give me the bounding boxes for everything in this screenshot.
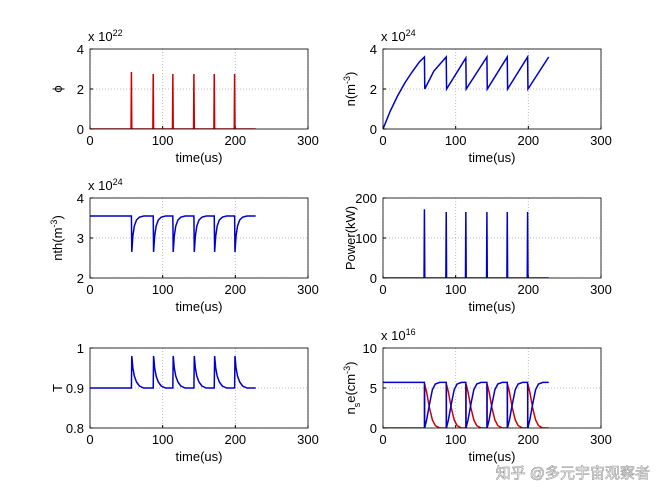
y-axis-label: nth(m-3) (49, 215, 65, 261)
y-tick-label: 2 (77, 82, 84, 97)
x-tick-label: 0 (86, 282, 93, 297)
x-tick-label: 200 (517, 432, 539, 447)
y-multiplier-base: x 10 (381, 29, 406, 44)
y-axis-label-part: ) (343, 72, 358, 76)
x-tick-label: 100 (445, 282, 467, 297)
y-tick-label: 1 (77, 341, 84, 356)
x-tick-label: 100 (445, 133, 467, 148)
x-tick-label: 300 (297, 432, 319, 447)
x-axis-label: time(us) (469, 150, 516, 165)
y-multiplier: x 1024 (381, 28, 416, 44)
subplot: 0 100 200 300 0.8 0.9 1 time(us) T (50, 341, 319, 464)
x-tick-label: 300 (590, 133, 612, 148)
x-tick-label: 200 (224, 133, 246, 148)
subplot: 0 100 200 300 0 5 10 time(us) nse(cm-3) x 1016 (342, 327, 612, 464)
x-tick-label: 100 (152, 133, 174, 148)
y-axis-label-part: nth(m (50, 228, 65, 261)
y-multiplier-exponent: 16 (406, 327, 416, 337)
y-multiplier-exponent: 24 (406, 28, 416, 38)
y-axis-label-part: -3 (342, 76, 352, 84)
y-axis-label: nse(cm-3) (342, 362, 362, 415)
y-axis-label-part: T (50, 384, 65, 392)
y-multiplier-base: x 10 (88, 29, 113, 44)
y-tick-label: 3 (77, 231, 84, 246)
y-tick-label: 2 (77, 271, 84, 286)
y-axis-label-part: s (352, 402, 362, 407)
y-axis-label-part: -3 (342, 366, 352, 374)
y-tick-label: 2 (370, 82, 377, 97)
axes-box (89, 197, 309, 279)
x-tick-label: 300 (590, 432, 612, 447)
x-axis-label: time(us) (176, 150, 223, 165)
y-axis-label-part: ) (50, 215, 65, 219)
data-line (90, 215, 256, 253)
x-tick-label: 100 (445, 432, 467, 447)
y-tick-label: 100 (355, 231, 377, 246)
y-tick-label: 0 (370, 122, 377, 137)
y-axis-label-part: Power(kW) (343, 206, 358, 270)
x-tick-label: 200 (517, 282, 539, 297)
y-tick-label: 0 (77, 122, 84, 137)
y-axis-label-part: e(cm (343, 374, 358, 403)
y-multiplier: x 1016 (381, 327, 416, 343)
y-axis-label-part: ϕ (50, 85, 65, 92)
y-tick-label: 4 (77, 42, 84, 57)
y-axis-label-part: n(m (343, 84, 358, 106)
x-axis-label: time(us) (469, 449, 516, 464)
x-tick-label: 0 (86, 432, 93, 447)
y-tick-label: 0 (370, 421, 377, 436)
axes-box (382, 347, 602, 429)
x-axis-label: time(us) (176, 299, 223, 314)
y-axis-label: ϕ (50, 85, 65, 92)
subplot: 0 100 200 300 2 3 4 time(us) nth(m-3) x 1024 (49, 177, 319, 314)
x-tick-label: 300 (297, 133, 319, 148)
data-line (90, 355, 256, 389)
axes-box (382, 197, 602, 279)
data-line (383, 381, 549, 428)
data-line (383, 54, 550, 129)
y-multiplier-base: x 10 (381, 328, 406, 343)
y-tick-label: 200 (355, 191, 377, 206)
y-axis-label-part: n (343, 407, 358, 414)
y-multiplier-exponent: 24 (113, 177, 123, 187)
y-axis-label: n(m-3) (342, 72, 358, 107)
watermark: 知乎 @多元宇宙观察者 (496, 464, 650, 482)
x-tick-label: 200 (224, 432, 246, 447)
x-tick-label: 200 (224, 282, 246, 297)
y-tick-label: 0.9 (66, 381, 84, 396)
y-axis-label-part: -3 (49, 220, 59, 228)
y-tick-label: 0 (370, 271, 377, 286)
y-axis-label: Power(kW) (343, 206, 358, 270)
x-tick-label: 300 (297, 282, 319, 297)
y-multiplier: x 1022 (88, 28, 123, 44)
x-tick-label: 100 (152, 432, 174, 447)
y-multiplier-base: x 10 (88, 178, 113, 193)
y-tick-label: 10 (363, 341, 377, 356)
y-tick-label: 4 (370, 42, 377, 57)
y-axis-label: T (50, 384, 65, 392)
x-tick-label: 0 (379, 432, 386, 447)
y-multiplier: x 1024 (88, 177, 123, 193)
axes-box (89, 48, 309, 130)
subplot: 0 100 200 300 0 2 4 time(us) ϕ x 1022 (50, 28, 319, 165)
y-tick-label: 5 (370, 381, 377, 396)
y-tick-label: 0.8 (66, 421, 84, 436)
y-tick-label: 4 (77, 191, 84, 206)
x-tick-label: 100 (152, 282, 174, 297)
y-multiplier-exponent: 22 (113, 28, 123, 38)
x-tick-label: 0 (379, 282, 386, 297)
x-axis-label: time(us) (469, 299, 516, 314)
x-tick-label: 200 (517, 133, 539, 148)
axes-box (89, 347, 309, 429)
x-tick-label: 0 (86, 133, 93, 148)
x-axis-label: time(us) (176, 449, 223, 464)
x-tick-label: 300 (590, 282, 612, 297)
y-axis-label-part: ) (343, 362, 358, 366)
axes-box (382, 48, 602, 130)
x-tick-label: 0 (379, 133, 386, 148)
